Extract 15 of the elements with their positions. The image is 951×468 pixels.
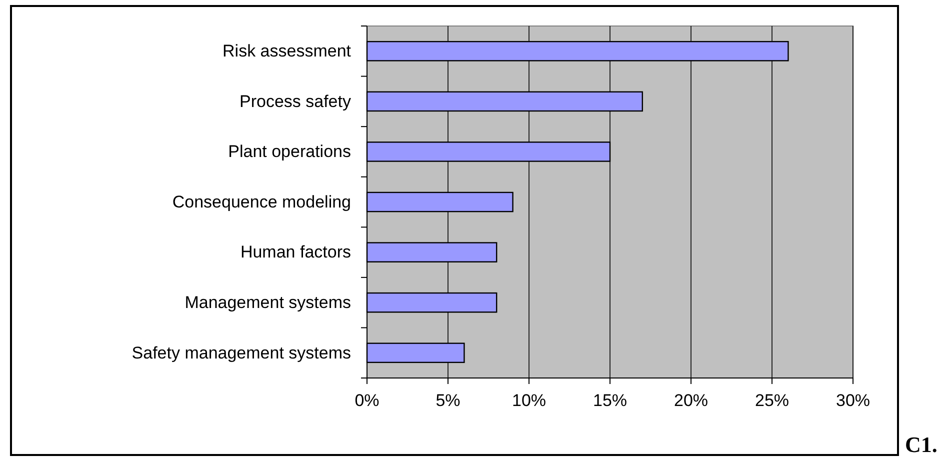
x-tick-label: 30%: [836, 391, 870, 410]
y-tick-label: Management systems: [184, 293, 351, 312]
x-tick-label: 15%: [592, 391, 628, 410]
x-tick-label: 20%: [674, 391, 708, 410]
y-tick-label: Consequence modeling: [172, 192, 351, 212]
x-tick-label: 5%: [436, 391, 460, 410]
x-tick-label: 0%: [354, 391, 380, 410]
y-tick-label: Human factors: [240, 242, 351, 262]
y-tick-label: Risk assessment: [222, 42, 352, 61]
y-tick-label: Safety management systems: [132, 343, 351, 362]
x-tick-label: 10%: [512, 391, 546, 410]
y-tick-label: Plant operations: [228, 142, 351, 162]
x-tick-label: 25%: [754, 391, 790, 410]
y-tick-label: Process safety: [240, 92, 352, 111]
text: C1.: [905, 432, 938, 457]
